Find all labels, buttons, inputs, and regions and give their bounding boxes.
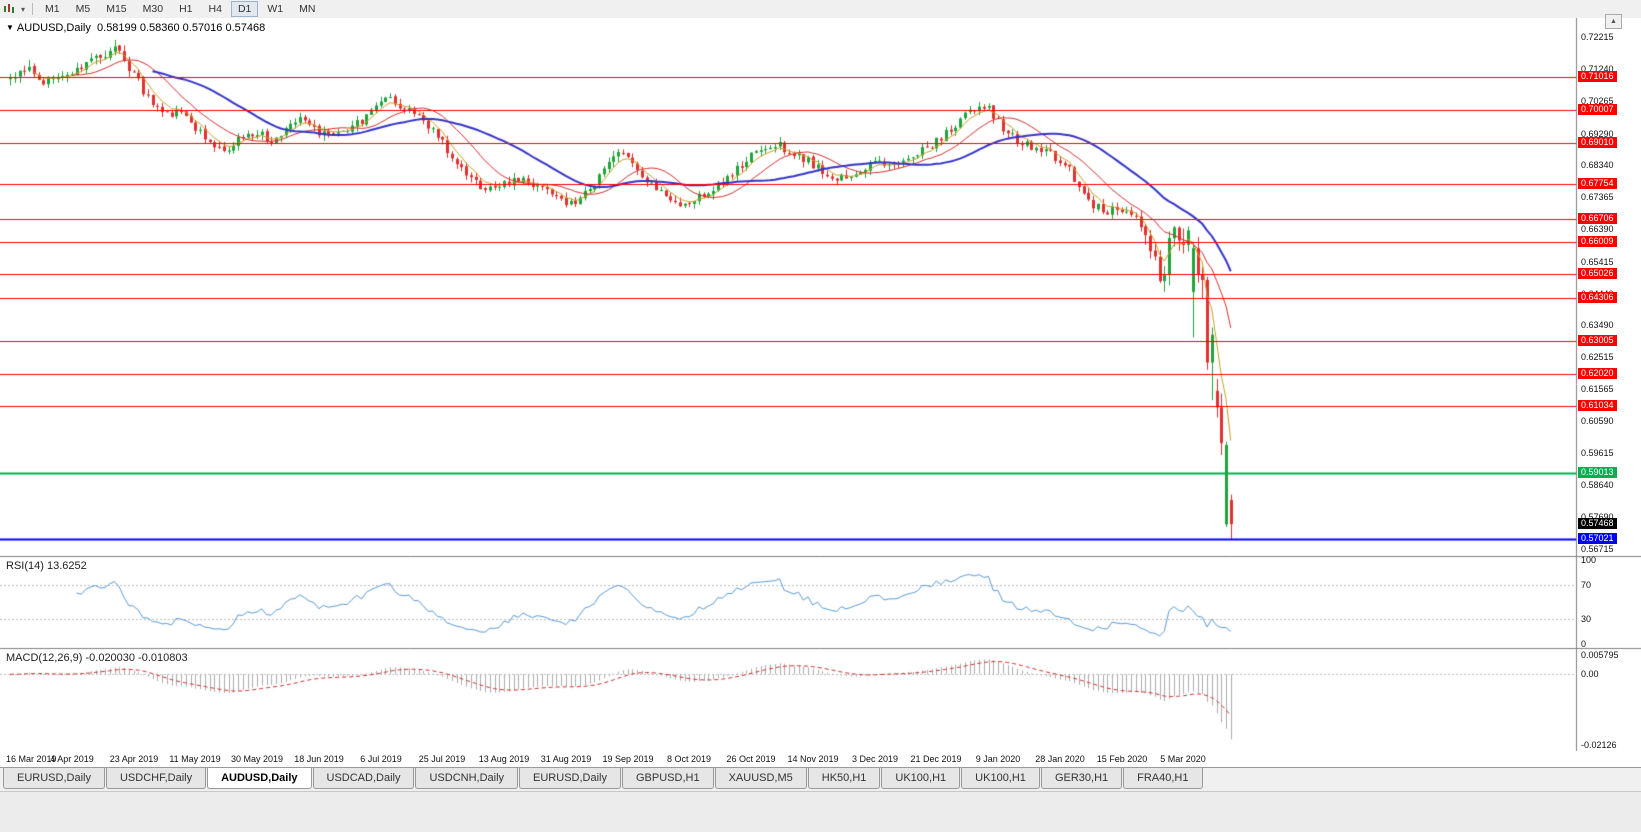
timeframe-button-m1[interactable]: M1 (45, 2, 60, 15)
bottom-tab-eurusd-daily[interactable]: EURUSD,Daily (3, 768, 105, 789)
date-label: 9 Jan 2020 (975, 754, 1021, 764)
price-tick-label: 0.58640 (1581, 480, 1614, 490)
timeframe-button-m15[interactable]: M15 (106, 2, 127, 15)
price-tick-label: 0.60590 (1581, 416, 1614, 426)
date-label: 25 Jul 2019 (418, 754, 466, 764)
price-tick-label: 0.70265 (1581, 96, 1614, 106)
timeframe-button-m5[interactable]: M5 (75, 2, 91, 15)
bottom-tab-audusd-daily[interactable]: AUDUSD,Daily (207, 768, 312, 789)
bottom-tab-uk100-h1[interactable]: UK100,H1 (961, 768, 1040, 789)
date-label: 13 Aug 2019 (478, 754, 530, 764)
level-price-badge-red: 0.64306 (1578, 292, 1617, 303)
date-label: 19 Sep 2019 (602, 754, 654, 764)
chart-title: ▼ AUDUSD,Daily 0.58199 0.58360 0.57016 0.… (6, 22, 265, 34)
level-price-badge-red: 0.63005 (1578, 335, 1617, 346)
level-price-badge-red: 0.69010 (1578, 137, 1617, 148)
chart-canvas[interactable] (0, 18, 1641, 751)
current-price-badge: 0.57468 (1578, 518, 1617, 529)
date-label: 4 Apr 2019 (50, 754, 94, 764)
macd-tick-label: 0.005795 (1581, 650, 1619, 660)
date-label: 11 May 2019 (169, 754, 221, 764)
price-tick-label: 0.59615 (1581, 448, 1614, 458)
bottom-tab-uk100-h1[interactable]: UK100,H1 (881, 768, 961, 789)
rsi-label: RSI(14) (6, 560, 44, 572)
chart-type-icon[interactable] (0, 1, 18, 17)
chart-type-dropdown-caret-icon[interactable]: ▾ (21, 4, 26, 14)
date-label: 28 Jan 2020 (1035, 754, 1085, 764)
timeframe-button-h4[interactable]: H4 (208, 2, 222, 15)
level-price-badge-red: 0.71016 (1578, 71, 1617, 82)
price-tick-label: 0.56715 (1581, 544, 1614, 554)
date-label: 15 Feb 2020 (1096, 754, 1148, 764)
price-tick-label: 0.65415 (1581, 257, 1614, 267)
level-price-badge-green: 0.59013 (1578, 467, 1617, 478)
price-tick-label: 0.68340 (1581, 160, 1614, 170)
level-price-badge-red: 0.70007 (1578, 104, 1617, 115)
scroll-up-button[interactable]: ▲ (1605, 14, 1622, 29)
macd-tick-label: -0.02126 (1581, 740, 1617, 750)
level-price-badge-red: 0.62020 (1578, 368, 1617, 379)
price-tick-label: 0.57690 (1581, 512, 1614, 522)
macd-values: -0.020030 -0.010803 (85, 652, 188, 664)
bottom-tab-usdcnh-daily[interactable]: USDCNH,Daily (415, 768, 519, 789)
bottom-tab-hk50-h1[interactable]: HK50,H1 (807, 768, 881, 789)
level-price-badge-blue: 0.57021 (1578, 533, 1617, 544)
macd-pane-label: MACD(12,26,9) -0.020030 -0.010803 (6, 652, 188, 664)
date-label: 8 Oct 2019 (666, 754, 712, 764)
date-label: 6 Jul 2019 (360, 754, 402, 764)
bottom-tab-ger30-h1[interactable]: GER30,H1 (1040, 768, 1123, 789)
date-label: 26 Oct 2019 (726, 754, 776, 764)
timeframe-button-group: M1 M5 M15 M30 H1 H4 D1 W1 MN (37, 0, 323, 17)
date-label: 18 Jun 2019 (294, 754, 344, 764)
rsi-tick-label: 30 (1581, 614, 1592, 624)
price-tick-label: 0.66390 (1581, 224, 1614, 234)
date-label: 21 Dec 2019 (910, 754, 962, 764)
toolbar-separator (32, 3, 34, 15)
rsi-tick-label: 70 (1581, 580, 1592, 590)
price-tick-label: 0.62515 (1581, 352, 1614, 362)
bottom-tab-xauusd-m5[interactable]: XAUUSD,M5 (714, 768, 807, 789)
chart-title-ohlc: 0.58199 0.58360 0.57016 0.57468 (97, 22, 266, 34)
chart-tab-bar: EURUSD,Daily USDCHF,Daily AUDUSD,Daily USDC… (0, 767, 1641, 791)
timeframe-button-h1[interactable]: H1 (179, 2, 193, 15)
price-tick-label: 0.67365 (1581, 192, 1614, 202)
timeframe-button-m30[interactable]: M30 (142, 2, 164, 15)
price-tick-label: 0.63490 (1581, 320, 1614, 330)
date-label: 3 Dec 2019 (851, 754, 899, 764)
bottom-tab-usdcad-daily[interactable]: USDCAD,Daily (312, 768, 415, 789)
rsi-tick-label: 0 (1581, 639, 1587, 649)
price-tick-label: 0.71240 (1581, 64, 1614, 74)
bottom-tab-gbpusd-h1[interactable]: GBPUSD,H1 (622, 768, 714, 789)
level-price-badge-red: 0.66009 (1578, 236, 1617, 247)
chart-title-symbol: AUDUSD,Daily (16, 22, 91, 34)
status-bar (0, 791, 1641, 832)
rsi-pane-label: RSI(14) 13.6252 (6, 560, 87, 572)
date-label: 5 Mar 2020 (1160, 754, 1206, 764)
timeframe-button-w1[interactable]: W1 (267, 2, 284, 15)
rsi-value: 13.6252 (46, 560, 87, 572)
date-label: 31 Aug 2019 (540, 754, 592, 764)
level-price-badge-red: 0.67754 (1578, 178, 1617, 189)
price-tick-label: 0.72215 (1581, 32, 1614, 42)
macd-tick-label: 0.00 (1581, 669, 1599, 679)
date-label: 16 Mar 2019 (6, 754, 57, 764)
bottom-tab-eurusd-daily[interactable]: EURUSD,Daily (519, 768, 621, 789)
bottom-tab-usdchf-daily[interactable]: USDCHF,Daily (105, 768, 207, 789)
rsi-tick-label: 100 (1581, 555, 1597, 565)
timeframe-button-mn[interactable]: MN (299, 2, 316, 15)
macd-label: MACD(12,26,9) (6, 652, 83, 664)
level-price-badge-red: 0.66706 (1578, 213, 1617, 224)
timeframe-button-d1[interactable]: D1 (230, 0, 259, 17)
date-axis[interactable] (0, 751, 1641, 767)
level-price-badge-red: 0.61034 (1578, 400, 1617, 411)
top-toolbar: ▾ M1 M5 M15 M30 H1 H4 D1 W1 MN (0, 0, 1641, 19)
price-tick-label: 0.61565 (1581, 384, 1614, 394)
price-tick-label: 0.69290 (1581, 129, 1614, 139)
date-label: 14 Nov 2019 (787, 754, 839, 764)
symbol-caret-icon: ▼ (6, 23, 14, 32)
bottom-tab-fra40-h1[interactable]: FRA40,H1 (1123, 768, 1203, 789)
date-label: 23 Apr 2019 (109, 754, 159, 764)
level-price-badge-red: 0.65026 (1578, 268, 1617, 279)
date-label: 30 May 2019 (230, 754, 284, 764)
